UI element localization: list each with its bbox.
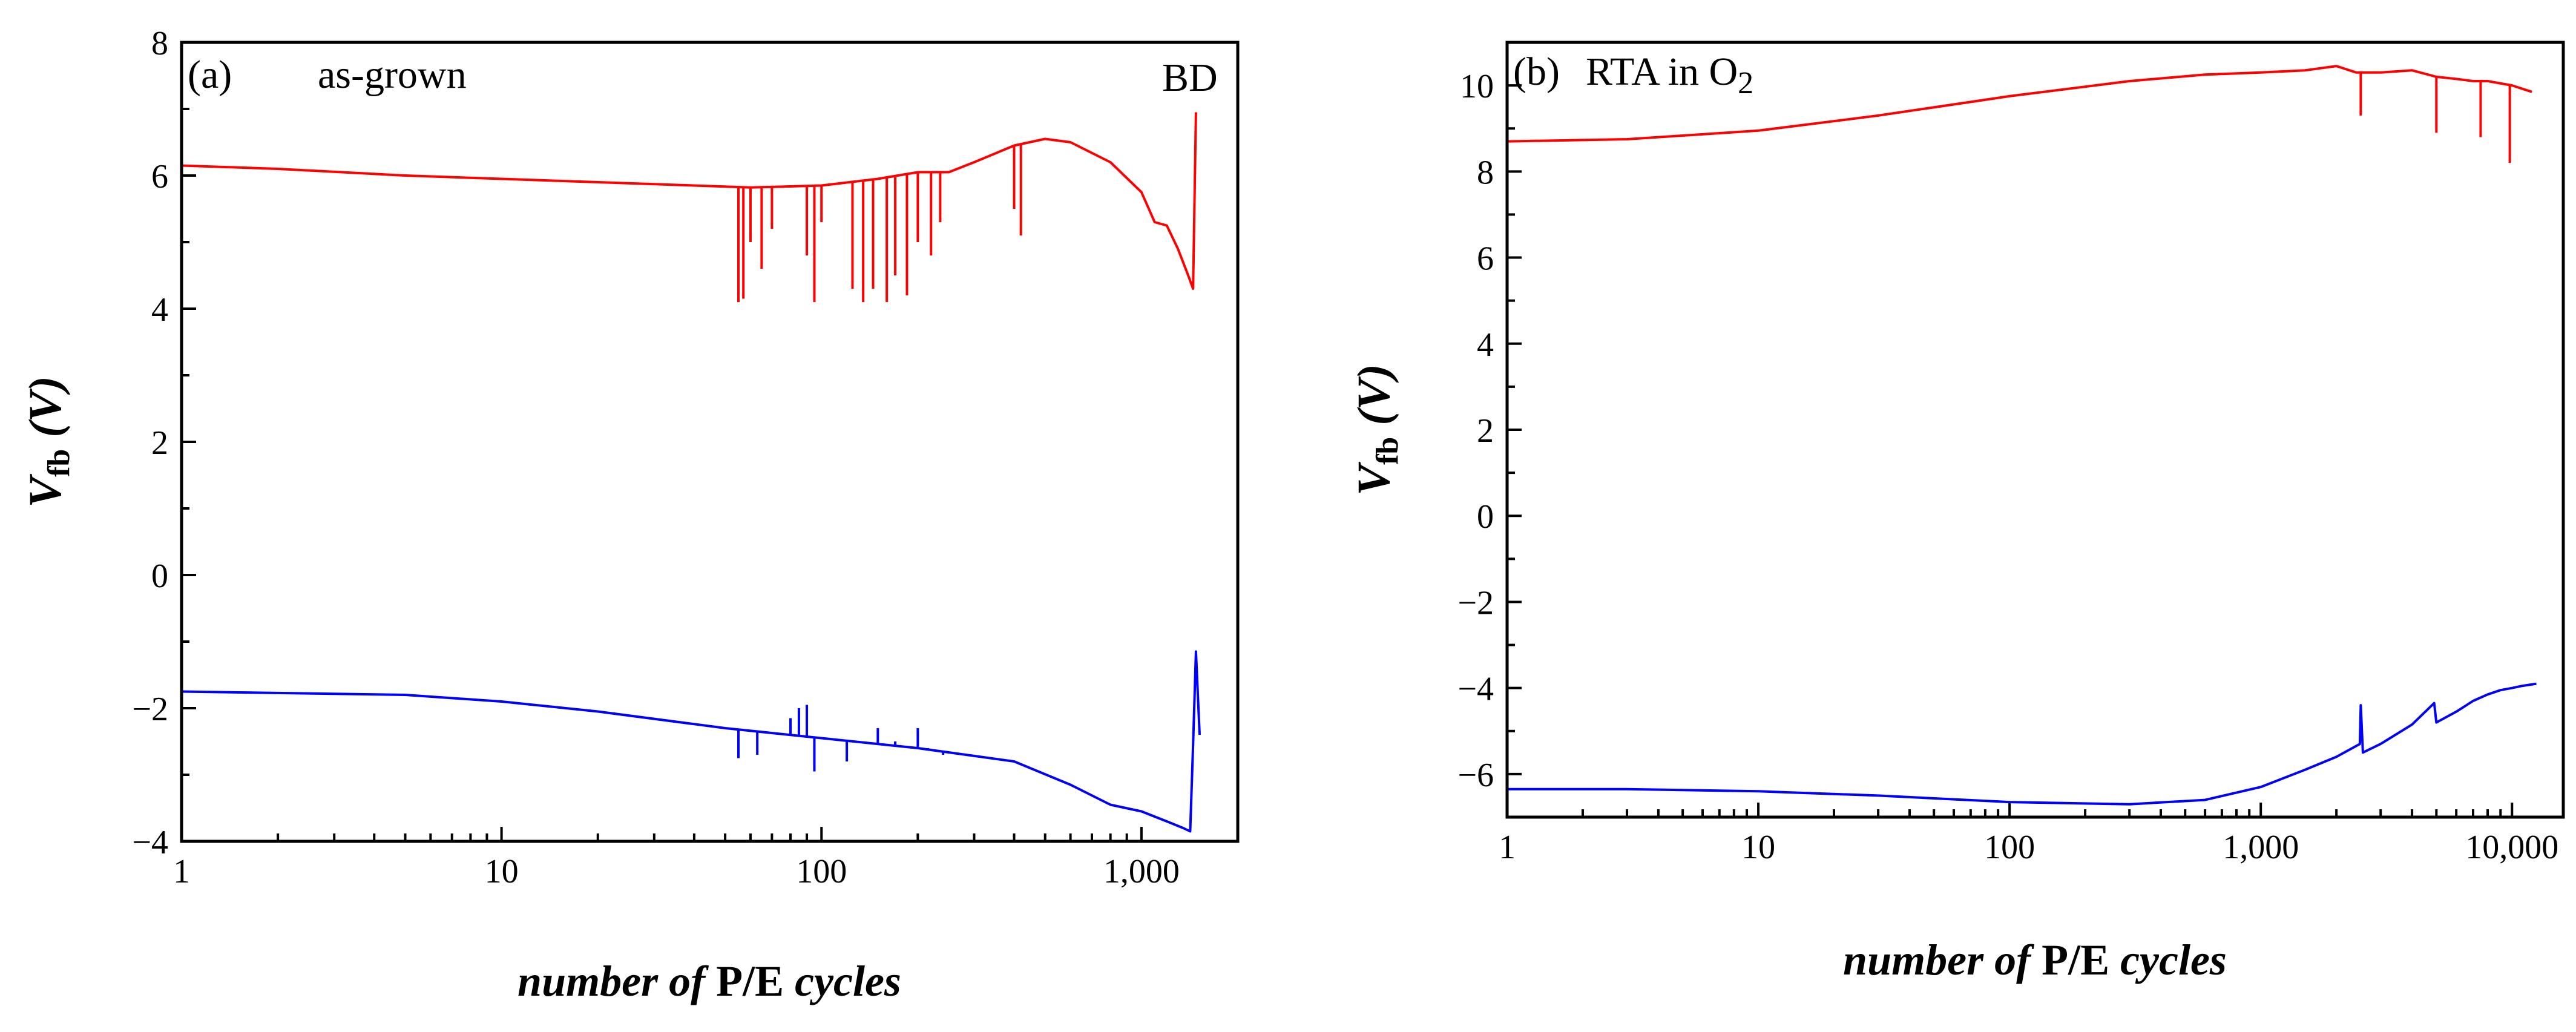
panel-a-y-axis-label: Vfb (V) — [20, 376, 76, 507]
x-tick-label: 10 — [485, 853, 519, 890]
erase-series-line — [1507, 682, 2537, 806]
panel-b-title-sub: 2 — [1738, 66, 1753, 100]
panel-a-tick-marks — [180, 41, 1143, 843]
y-tick-label: 4 — [1477, 326, 1494, 364]
panel-a-title: as-grown — [318, 53, 467, 97]
panel-a-label: (a) — [188, 53, 232, 97]
y-tick-label: −4 — [1457, 671, 1494, 708]
y-tick-label: −2 — [1457, 584, 1494, 622]
program-series-line — [181, 112, 1197, 290]
x-tick-label: 1,000 — [2223, 829, 2299, 866]
y-tick-label: −2 — [132, 691, 168, 728]
panel-b-chart: 10 8 6 4 2 0 −2 −4 −61 10 100 1,000 10,000 (b) RTA i… — [1349, 41, 2565, 984]
y-tick-label: 0 — [1477, 498, 1494, 536]
panel-b-series — [1506, 65, 2537, 806]
y-tick-label: 0 — [151, 557, 168, 595]
x-tick-label: 100 — [1984, 829, 2035, 866]
panel-b-x-axis-label: number of P/E cycles — [1843, 936, 2227, 984]
panel-a-xlabel-bold: P/E — [716, 957, 784, 1005]
erase-series-line — [181, 650, 1201, 833]
panel-b-y-axis-label: Vfb (V) — [1349, 364, 1405, 495]
panel-a-ylabel-main: V — [20, 474, 71, 508]
x-tick-label: 1,000 — [1103, 853, 1180, 890]
y-tick-label: 2 — [1477, 412, 1494, 450]
panel-a-x-axis-label: number of P/E cycles — [518, 957, 901, 1005]
panel-b-ylabel-main: V — [1349, 462, 1399, 496]
y-tick-label: −6 — [1457, 757, 1494, 794]
panel-b-title-main: RTA in O — [1586, 50, 1738, 94]
panel-a-tick-labels: 8 6 4 2 0 −2 −41 10 100 1,000 — [132, 25, 1179, 890]
y-tick-label: 10 — [1460, 68, 1494, 105]
y-tick-label: 6 — [151, 158, 168, 196]
x-tick-label: 100 — [796, 853, 847, 890]
panel-a-annotation-bd: BD — [1162, 56, 1218, 100]
y-tick-label: 4 — [151, 291, 168, 329]
y-tick-label: 8 — [1477, 154, 1494, 191]
y-tick-label: 6 — [1477, 240, 1494, 278]
panel-b-title: RTA in O2 — [1586, 50, 1753, 100]
program-series-line — [1506, 65, 2532, 143]
panel-b-ylabel-sub: fb — [1370, 437, 1405, 465]
panel-a-plot-frame — [180, 41, 1240, 843]
y-tick-label: 8 — [151, 25, 168, 62]
panel-b-plot-frame — [1505, 41, 2565, 819]
panel-b-label: (b) — [1513, 50, 1560, 94]
y-tick-label: −4 — [132, 824, 168, 861]
x-tick-label: 10 — [1741, 829, 1775, 866]
x-tick-label: 1 — [173, 853, 190, 890]
panel-b-xlabel-bold: P/E — [2042, 936, 2109, 984]
panel-a-xlabel-tail: cycles — [795, 957, 901, 1005]
panel-a-series — [181, 112, 1201, 833]
panel-a-chart: 8 6 4 2 0 −2 −41 10 100 1,000 (a) as-grown BD Vfb… — [20, 25, 1240, 1005]
panel-a-ylabel-unit: (V) — [20, 376, 71, 449]
x-tick-label: 1 — [1499, 829, 1516, 866]
panel-b-ylabel-unit: (V) — [1349, 364, 1399, 436]
panel-b-xlabel-tail: cycles — [2120, 936, 2227, 984]
panel-b-tick-labels: 10 8 6 4 2 0 −2 −4 −61 10 100 1,000 10,000 — [1457, 68, 2558, 866]
panel-a-ylabel-sub: fb — [42, 449, 76, 477]
panel-b-xlabel-italic: number of — [1843, 936, 2034, 984]
x-tick-label: 10,000 — [2465, 829, 2558, 866]
panel-a-xlabel-italic: number of — [518, 957, 709, 1005]
y-tick-label: 2 — [151, 424, 168, 462]
